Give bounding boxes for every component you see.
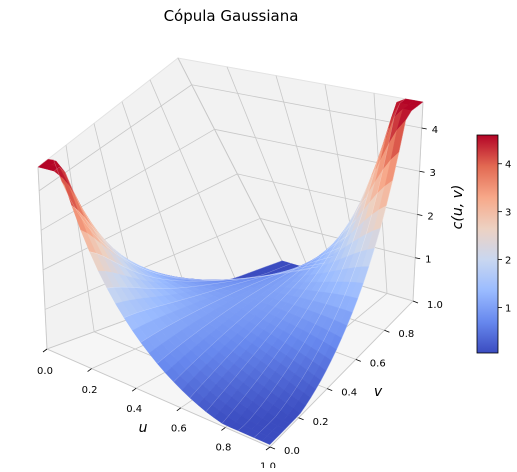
y-tick-label: 0.8 — [398, 329, 414, 340]
x-tick-mark — [43, 349, 47, 352]
x-tick-mark — [177, 408, 181, 411]
z-axis-label: c(u, v) — [450, 185, 466, 230]
z-tick-mark — [420, 171, 425, 172]
y-axis-label: v — [374, 384, 383, 400]
z-tick-label: 2 — [427, 211, 433, 222]
x-tick-label: 0.8 — [215, 442, 231, 453]
y-tick-label: 0.4 — [341, 388, 357, 399]
z-tick-mark — [422, 128, 427, 129]
y-tick-mark — [384, 330, 389, 332]
x-axis-label: u — [139, 420, 148, 436]
y-tick-mark — [327, 389, 332, 391]
y-tick-label: 0.2 — [313, 417, 329, 428]
x-tick-label: 0.2 — [82, 385, 98, 396]
y-tick-mark — [356, 359, 361, 361]
colorbar-tick-label: 1 — [505, 303, 511, 314]
z-tick-mark — [417, 214, 422, 215]
x-tick-label: 1.0 — [260, 462, 276, 469]
colorbar: 1 2 3 4 — [477, 135, 511, 353]
y-tick-mark — [299, 418, 304, 420]
y-tick-label: 0.6 — [370, 358, 386, 369]
x-tick-label: 0.6 — [171, 423, 187, 434]
z-tick-label: 3 — [430, 168, 436, 179]
y-tick-mark — [413, 301, 418, 303]
chart-title: Cópula Gaussiana — [164, 7, 299, 25]
y-tick-label: 0.0 — [284, 446, 300, 457]
y-tick-mark — [270, 447, 275, 449]
colorbar-gradient — [477, 135, 498, 353]
x-tick-label: 0.4 — [126, 404, 142, 415]
x-tick-mark — [88, 369, 92, 372]
z-tick-label: 4 — [432, 125, 438, 136]
x-tick-mark — [266, 447, 270, 450]
x-tick-mark — [132, 388, 136, 391]
y-tick-label: 1.0 — [427, 300, 443, 311]
colorbar-tick-label: 3 — [505, 208, 511, 219]
z-tick-mark — [415, 258, 420, 259]
x-tick-label: 0.0 — [37, 366, 53, 377]
z-tick-label: 1 — [425, 255, 431, 266]
colorbar-tick-label: 2 — [505, 256, 511, 267]
x-tick-mark — [221, 427, 225, 430]
colorbar-tick-label: 4 — [505, 160, 511, 171]
